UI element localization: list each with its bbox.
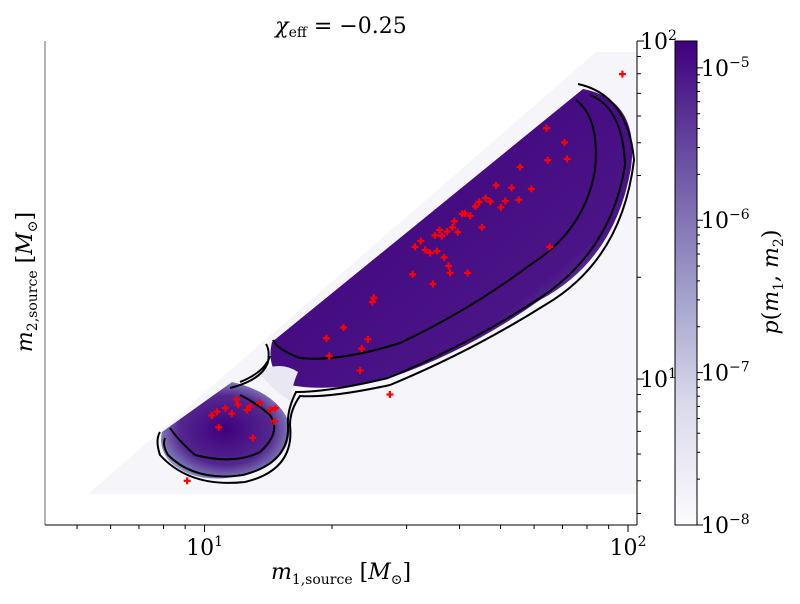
data-point-14	[271, 404, 279, 412]
data-point-46	[471, 202, 479, 210]
data-point-33	[436, 226, 444, 234]
data-point-44	[464, 269, 472, 277]
contour-inner-band	[272, 99, 597, 360]
data-point-60	[546, 243, 554, 251]
plot-area	[88, 52, 637, 494]
data-point-11	[256, 399, 264, 407]
x-axis-label: m1,source [M⊙]	[271, 560, 411, 588]
data-point-52	[497, 203, 505, 211]
data-point-36	[443, 228, 451, 236]
data-point-30	[429, 280, 437, 288]
data-point-18	[340, 324, 348, 332]
data-point-34	[438, 232, 446, 240]
colorbar-tick-label: 10−8	[701, 512, 750, 539]
data-point-35	[440, 253, 448, 261]
data-point-56	[516, 163, 524, 171]
data-point-29	[426, 249, 434, 257]
colorbar: 10−8 10−7 10−6 10−5 p(m1, m2)	[674, 40, 787, 539]
x-tick-label: 101	[186, 534, 223, 561]
data-point-58	[543, 124, 551, 132]
data-point-15	[249, 434, 257, 442]
contour-mid	[163, 94, 627, 478]
density-band-high-mass	[270, 89, 633, 388]
data-point-6	[228, 410, 236, 418]
data-point-24	[386, 391, 394, 399]
data-point-7	[233, 395, 241, 403]
data-point-38	[446, 269, 454, 277]
data-point-62	[563, 155, 571, 163]
data-point-47	[475, 198, 483, 206]
data-point-4	[215, 423, 223, 431]
colorbar-tick-label: 10−6	[701, 207, 750, 234]
data-point-27	[417, 237, 425, 245]
data-point-39	[448, 223, 456, 231]
x-ticks: 101 102	[76, 525, 647, 561]
colorbar-gradient	[674, 40, 698, 526]
contour-inner-lobe	[169, 394, 276, 461]
data-point-40	[450, 217, 458, 225]
data-point-16	[322, 334, 330, 342]
data-point-10	[246, 402, 254, 410]
chart-title: χeff = −0.25	[273, 14, 406, 41]
data-point-1	[183, 477, 191, 485]
colorbar-label: p(m1, m2)	[759, 230, 787, 335]
data-point-22	[368, 298, 376, 306]
data-point-20	[358, 345, 366, 353]
data-point-13	[270, 417, 278, 425]
data-point-9	[243, 406, 251, 414]
contour-notch	[229, 343, 271, 389]
data-point-12	[266, 406, 274, 414]
colorbar-tick-label: 10−5	[701, 55, 750, 82]
data-point-5	[221, 404, 229, 412]
contour-outer	[156, 83, 636, 484]
colorbar-tick-label: 10−7	[701, 360, 750, 387]
data-point-37	[445, 262, 453, 270]
data-point-3	[213, 408, 221, 416]
data-point-21	[364, 335, 372, 343]
data-point-28	[421, 246, 429, 254]
data-point-59	[544, 156, 552, 164]
data-point-8	[234, 401, 242, 409]
data-point-23	[370, 294, 378, 302]
data-point-45	[466, 212, 474, 220]
data-point-57	[527, 185, 535, 193]
data-point-17	[325, 352, 333, 360]
data-point-43	[461, 209, 469, 217]
data-point-51	[492, 181, 500, 189]
data-points	[183, 70, 626, 485]
x-tick-label: 102	[610, 534, 647, 561]
contours	[156, 83, 636, 484]
data-point-19	[356, 366, 364, 374]
data-point-48	[478, 223, 486, 231]
data-point-50	[486, 198, 494, 206]
y-tick-label: 102	[640, 28, 677, 55]
data-point-61	[561, 138, 569, 146]
data-point-2	[208, 412, 216, 420]
data-point-41	[454, 228, 462, 236]
colorbar-ticks: 10−8 10−7 10−6 10−5	[697, 55, 750, 539]
data-point-63	[618, 70, 626, 78]
data-point-49	[482, 194, 490, 202]
y-tick-label: 101	[640, 366, 677, 393]
density-bridge	[258, 366, 298, 402]
data-point-54	[508, 184, 516, 192]
data-point-31	[431, 231, 439, 239]
y-ticks: 101 102	[637, 28, 677, 515]
y-axis-label: m2,source [M⊙]	[13, 212, 41, 352]
data-point-26	[411, 243, 419, 251]
data-point-25	[409, 270, 417, 278]
data-point-53	[501, 197, 509, 205]
data-point-55	[515, 196, 523, 204]
data-point-32	[433, 247, 441, 255]
